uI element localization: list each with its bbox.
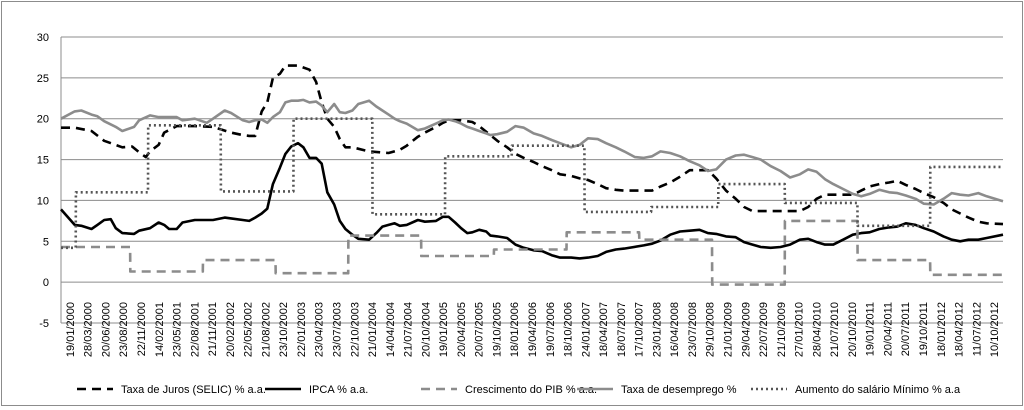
x-tick-label: 21/11/2001 [207,302,219,356]
y-tick-label: 10 [37,195,49,207]
x-tick-label: 22/07/2009 [758,302,770,357]
x-tick-label: 18/01/2006 [509,302,521,357]
x-tick-label: 21/01/2009 [723,302,735,357]
x-tick-label: 21/10/2009 [776,302,788,357]
legend-label: Taxa de Juros (SELIC) % a.a. [121,384,266,396]
x-tick-label: 19/01/2000 [65,302,77,357]
x-tick-label: 20/10/2010 [847,302,859,357]
x-tick-label: 20/02/2002 [225,302,237,357]
x-tick-label: 22/01/2003 [296,302,308,357]
x-tick-label: 20/06/2000 [100,302,112,357]
x-tick-label: 23/10/2002 [278,302,290,357]
x-tick-label: 20/10/2004 [420,302,432,357]
series-line [61,117,1003,250]
y-tick-label: 20 [37,114,49,126]
y-tick-label: 30 [37,32,49,44]
x-tick-label: 28/04/2010 [811,302,823,357]
x-tick-label: 10/10/2012 [989,302,1001,357]
x-tick-label: 11/07/2012 [971,302,983,356]
series-line [61,64,1004,226]
x-tick-label: 22/11/2000 [136,302,148,356]
x-tick-label: 27/01/2010 [794,302,806,357]
x-tick-label: 23/01/2008 [651,302,663,357]
x-tick-label: 16/04/2008 [669,302,681,357]
x-tick-label: 18/04/2007 [598,302,610,357]
y-tick-label: 15 [37,155,49,167]
x-tick-label: 18/04/2012 [954,302,966,357]
x-tick-label: 19/01/2011 [865,302,877,356]
x-tick-label: 21/07/2010 [829,302,841,357]
series-line [61,219,1003,286]
x-tick-label: 20/04/2011 [882,302,894,356]
y-tick-label: 0 [43,277,49,289]
x-tick-label: 18/07/2007 [616,302,628,357]
x-tick-label: 19/07/2006 [545,302,557,357]
x-tick-label: 21/08/2002 [260,302,272,357]
legend-label: Taxa de desemprego % [621,384,737,396]
x-tick-label: 18/01/2012 [936,302,948,357]
x-tick-label: 20/04/2005 [456,302,468,357]
x-tick-label: 19/10/2011 [918,302,930,356]
legend-label: IPCA % a.a. [309,384,368,396]
x-tick-label: 22/08/2001 [189,302,201,357]
x-tick-label: 14/02/2001 [154,302,166,357]
x-tick-label: 20/07/2011 [900,302,912,356]
y-tick-label: 5 [43,236,49,248]
x-tick-label: 23/07/2008 [687,302,699,357]
x-tick-label: 14/04/2004 [385,302,397,357]
x-tick-label: 21/01/2004 [367,302,379,357]
x-tick-label: 20/07/2005 [474,302,486,357]
x-tick-label: 19/04/2006 [527,302,539,357]
x-tick-label: 28/03/2000 [83,302,95,357]
x-tick-label: 19/10/2005 [491,302,503,357]
legend-label: Aumento do salário Mínimo % a.a [795,384,961,396]
x-tick-label: 17/10/2007 [634,302,646,357]
x-tick-label: 24/01/2007 [580,302,592,357]
x-tick-label: 18/10/2006 [563,302,575,357]
series-line [60,141,1004,260]
line-chart: -5 0 5 10 15 20 25 30 19/01/2000 28/03/2000 20/06… [37,32,1004,396]
x-tick-label: 29/10/2008 [705,302,717,357]
x-tick-label: 19/01/2005 [438,302,450,357]
x-tick-label: 23/04/2003 [314,302,326,357]
series-line [60,98,1004,206]
x-tick-label: 23/05/2001 [172,302,184,357]
legend-label: Crescimento do PIB % a.a. [465,384,597,396]
x-tick-label: 22/05/2002 [243,302,255,357]
x-tick-label: 29/04/2009 [740,302,752,357]
x-tick-label: 23/08/2000 [118,302,130,357]
y-tick-label: -5 [39,318,49,330]
x-tick-label: 22/10/2003 [349,302,361,357]
x-tick-label: 23/07/2003 [331,302,343,357]
y-tick-label: 25 [37,73,49,85]
x-tick-label: 21/07/2004 [403,302,415,357]
